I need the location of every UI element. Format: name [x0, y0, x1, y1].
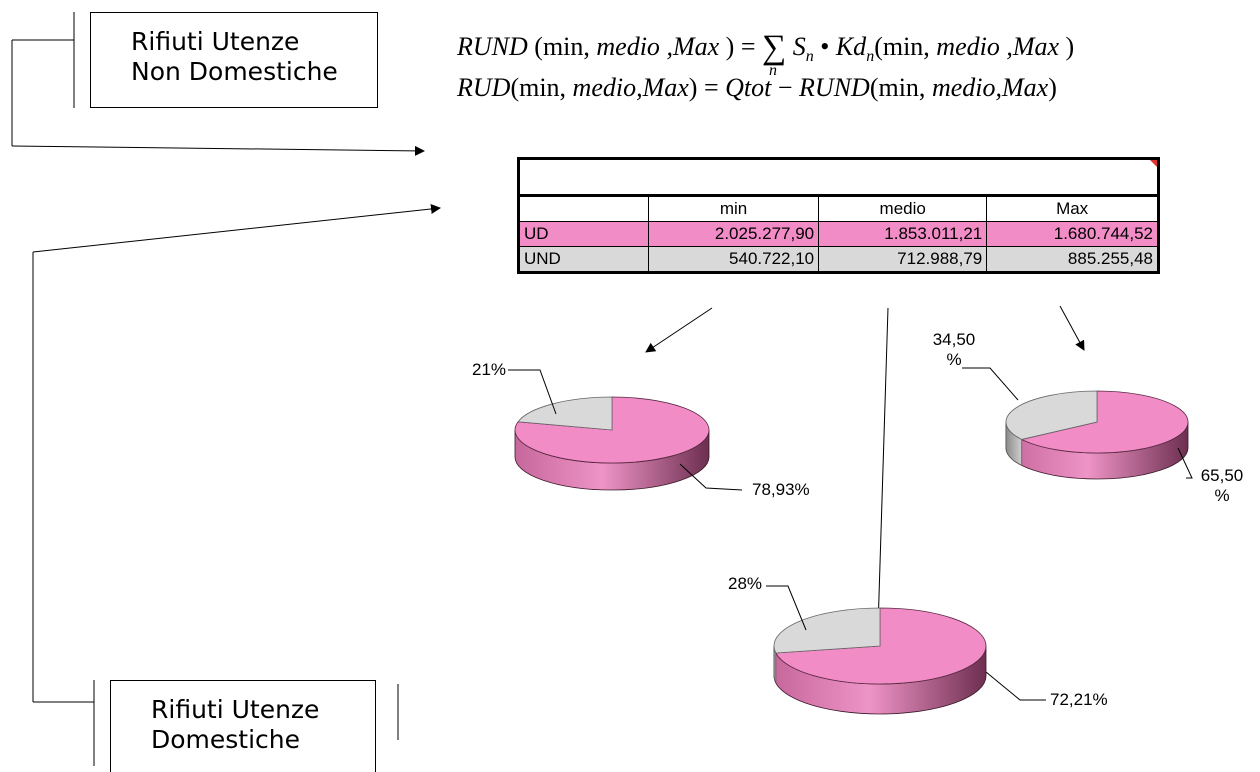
- f2-args-open: (min,: [510, 73, 567, 102]
- f2-arg-max: ,Max: [636, 73, 689, 102]
- formula-rud: RUD(min, medio,Max) = Qtot − RUND(min, m…: [457, 73, 1057, 103]
- table-title-row: [518, 158, 1159, 197]
- f2-rhs-args-open: (min,: [869, 73, 926, 102]
- f2-qtot: Qtot: [725, 73, 772, 102]
- f2-rhs-arg-medio: medio: [931, 73, 996, 102]
- pie-max-chart: [962, 367, 1193, 480]
- f1-rhs-arg-medio: medio: [936, 32, 1000, 61]
- pie-medio-label-ud: 72,21%: [1050, 690, 1108, 709]
- box-rifiuti-utenze-domestiche: Rifiuti Utenze Domestiche: [110, 680, 376, 772]
- pie-medio-leader-und: [766, 585, 807, 631]
- pie-max-leader-ud: [1177, 447, 1193, 479]
- f1-dot: •: [820, 32, 830, 61]
- formula-rund: RUND (min, medio ,Max ) = ∑ n Sn • Kdn(m…: [457, 26, 1075, 79]
- comment-indicator-icon: [1150, 160, 1157, 167]
- pie-medio-label-und: 28%: [728, 574, 763, 593]
- connector-domestiche: [32, 203, 441, 766]
- pie-max-label-ud: 65,50 %: [1192, 466, 1252, 506]
- f1-sigma: ∑: [761, 29, 787, 66]
- pie-max-label-und-line2: %: [946, 350, 962, 369]
- table-title-cell: [518, 158, 1159, 197]
- f1-term-s: S: [792, 32, 806, 61]
- pie-min-leader-und: [508, 369, 557, 415]
- f2-lhs: RUD: [457, 73, 511, 102]
- box-ud-line2: Domestiche: [151, 725, 301, 754]
- f1-sigma-index: n: [768, 62, 777, 79]
- f2-rhs-arg-max: ,Max: [995, 73, 1049, 102]
- table-row-label: UND: [518, 246, 649, 273]
- f1-lhs: RUND: [457, 32, 528, 61]
- table-header-medio: medio: [818, 195, 988, 222]
- f1-equals: =: [740, 32, 756, 61]
- pie-min-chart: [508, 369, 743, 491]
- f1-rhs-args-close: ): [1065, 32, 1075, 61]
- ud-und-table: min medio Max UD 2.025.277,90 1.853.011,…: [517, 157, 1160, 274]
- pie-max-label-und-line1: 34,50: [932, 330, 976, 349]
- f2-equals: =: [703, 73, 719, 102]
- pie-charts: [508, 367, 1193, 715]
- f1-rhs-args-open: (min,: [874, 32, 930, 61]
- table-cell: 540.722,10: [647, 246, 820, 273]
- box-und-line1: Rifiuti Utenze: [131, 27, 300, 56]
- f2-args-close: ): [688, 73, 698, 102]
- table-cell: 1.680.744,52: [986, 221, 1159, 247]
- pie-min-label-und: 21%: [472, 360, 507, 379]
- box-ud-line1: Rifiuti Utenze: [151, 695, 320, 724]
- pie-max-leader-und: [962, 367, 1019, 401]
- f2-rhs-args-close: ): [1048, 73, 1057, 102]
- table-cell: 885.255,48: [986, 246, 1159, 273]
- pie-medio-leader-ud: [985, 671, 1046, 701]
- table-row-und: UND 540.722,10 712.988,79 885.255,48: [518, 246, 1159, 273]
- f1-rhs-arg-max: ,Max: [1006, 32, 1060, 61]
- pie-max-label-ud-line2: %: [1214, 486, 1230, 505]
- pie-medio-slice-ud: [775, 607, 987, 685]
- pie-max-slice-und: [1005, 390, 1098, 440]
- f2-arg-medio: medio: [572, 73, 637, 102]
- pie-min-slice-ud: [514, 396, 710, 464]
- table-row-ud: UD 2.025.277,90 1.853.011,21 1.680.744,5…: [518, 221, 1159, 247]
- connector-non-domestiche: [11, 12, 425, 156]
- f1-term-kd: Kd: [835, 32, 867, 61]
- table-cell: 712.988,79: [818, 246, 988, 273]
- pie-max-slice-ud: [1020, 390, 1189, 454]
- f1-term-kd-sub: n: [866, 48, 875, 65]
- f2-minus: −: [777, 73, 793, 102]
- f2-rund: RUND: [799, 73, 870, 102]
- f1-args-open: (min,: [534, 32, 590, 61]
- pie-max-label-und: 34,50 %: [924, 330, 984, 370]
- table-row-label: UD: [518, 221, 649, 247]
- pie-min-label-ud: 78,93%: [752, 480, 810, 499]
- table-header-max: Max: [986, 195, 1159, 222]
- pie-min-leader-ud: [679, 463, 743, 491]
- box-und-line2: Non Domestiche: [131, 57, 338, 86]
- f1-arg-medio: medio: [596, 32, 660, 61]
- pie-max-label-ud-line1: 65,50: [1200, 466, 1244, 485]
- f1-term-s-sub: n: [805, 48, 814, 65]
- f1-args-close: ): [725, 32, 735, 61]
- box-rifiuti-utenze-non-domestiche: Rifiuti Utenze Non Domestiche: [90, 12, 378, 108]
- f1-sigma-group: ∑ n: [761, 26, 787, 79]
- table-cell: 2.025.277,90: [647, 221, 820, 247]
- f1-arg-max: ,Max: [666, 32, 720, 61]
- pie-medio-chart: [766, 585, 1046, 715]
- pie-medio-slice-und: [773, 607, 881, 654]
